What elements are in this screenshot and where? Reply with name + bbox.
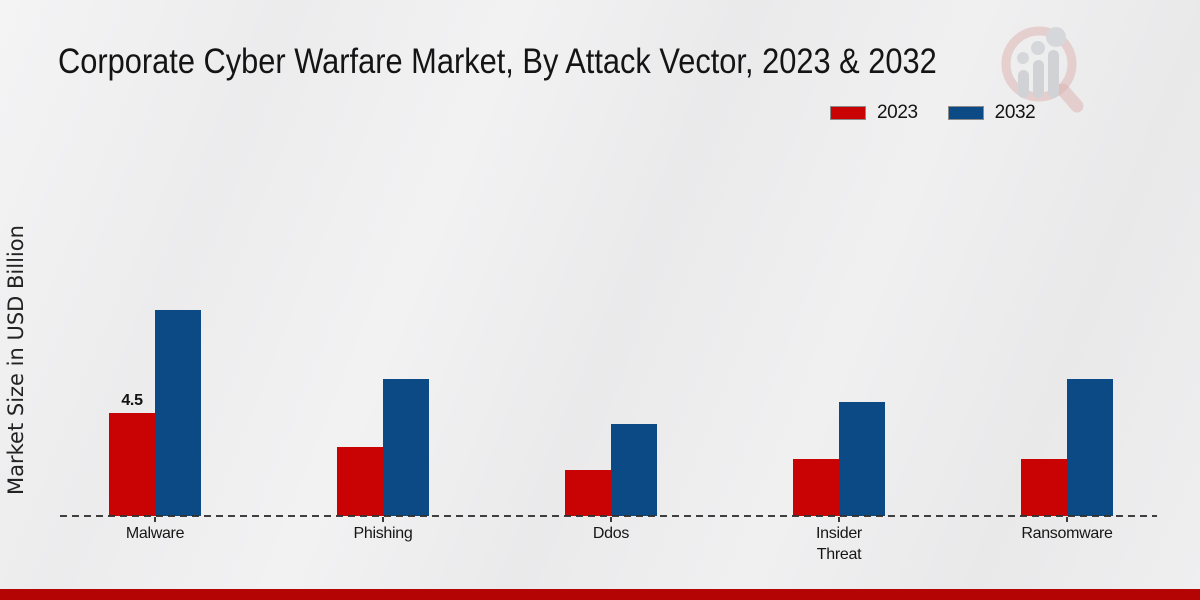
bar-2032-malware: [155, 309, 201, 516]
bar-2032-ransomware: [1067, 378, 1113, 516]
bar-value-label-2023-malware: 4.5: [121, 391, 143, 409]
bar-2023-ddos: [565, 470, 611, 516]
legend-item-2032: 2032: [947, 102, 1036, 124]
bar-2023-phishing: [337, 447, 383, 516]
legend: 2023 2032: [830, 102, 1036, 124]
bar-2032-ddos: [611, 424, 657, 516]
footer-accent-bar: [0, 589, 1200, 600]
legend-swatch-2032: [947, 106, 984, 120]
bar-2023-malware: [109, 412, 155, 516]
bar-2032-insider-threat: [839, 401, 885, 516]
bar-2032-phishing: [383, 378, 429, 516]
chart-title: Corporate Cyber Warfare Market, By Attac…: [58, 42, 937, 81]
bar-2023-ransomware: [1021, 458, 1067, 516]
x-tick-phishing: [382, 517, 384, 522]
watermark-logo-icon: [1001, 26, 1084, 113]
x-tick-label-ransomware: Ransomware: [1021, 525, 1113, 542]
x-tick-label-insider-threat: Insider Threat: [816, 525, 862, 563]
x-tick-malware: [154, 517, 156, 522]
legend-label-2032: 2032: [994, 102, 1036, 123]
x-tick-label-phishing: Phishing: [353, 525, 413, 542]
x-axis-baseline: [60, 515, 1157, 517]
legend-item-2023: 2023: [830, 102, 918, 124]
x-tick-insider-threat: [838, 517, 840, 522]
x-tick-ransomware: [1066, 517, 1068, 522]
legend-label-2023: 2023: [877, 102, 918, 123]
x-tick-label-ddos: Ddos: [592, 525, 630, 542]
x-tick-label-malware: Malware: [125, 525, 185, 542]
bar-2023-insider-threat: [793, 458, 839, 516]
x-tick-ddos: [610, 517, 612, 522]
legend-swatch-2023: [830, 106, 866, 120]
